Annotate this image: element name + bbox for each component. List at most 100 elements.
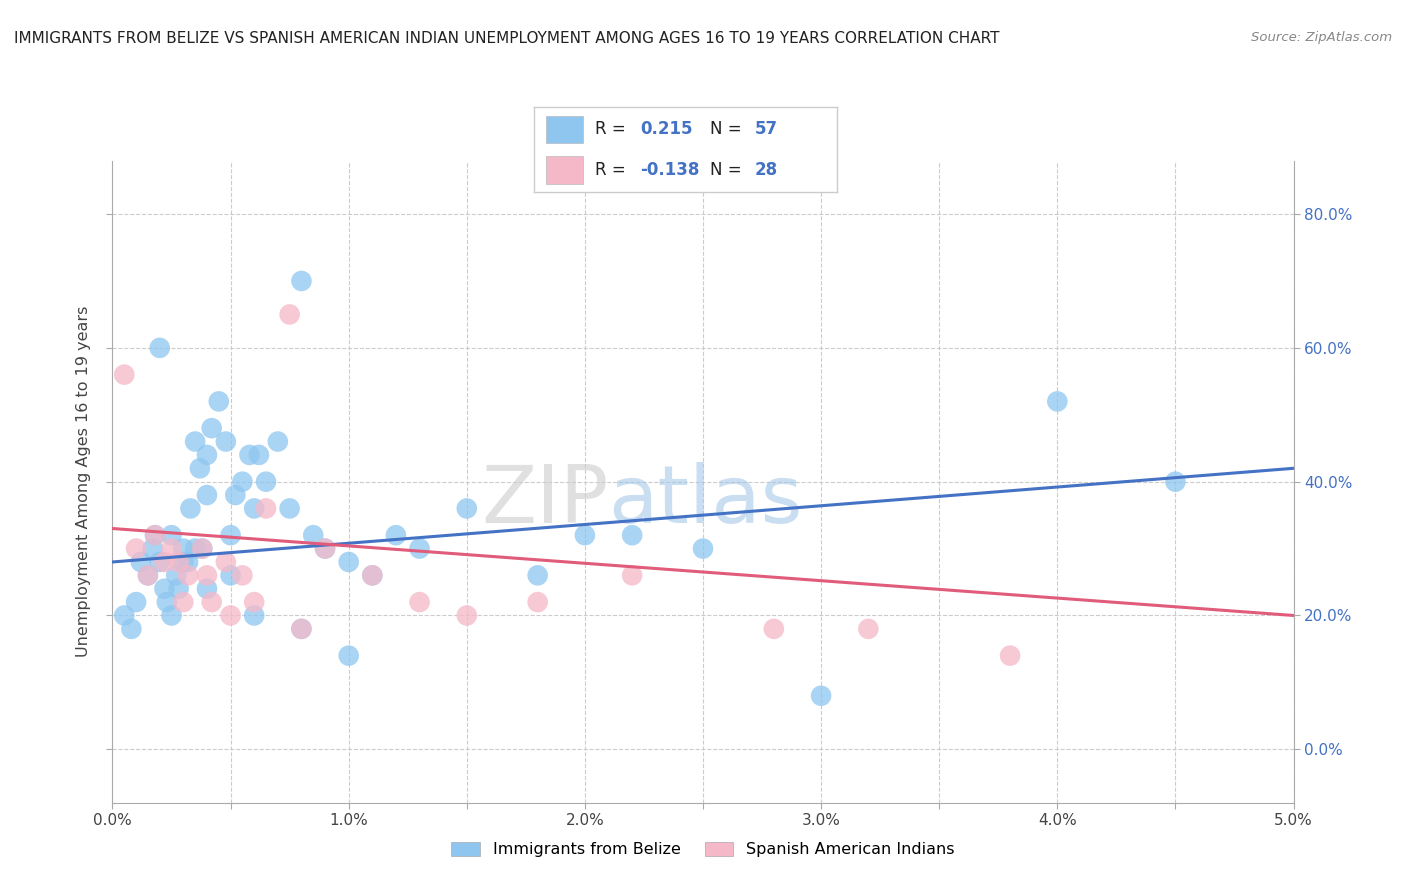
Point (361, 568, 384, 582)
Point (243, 608, 266, 623)
Point (621, 528, 644, 542)
Point (314, 541, 336, 556)
Point (149, 555, 172, 569)
Point (160, 528, 183, 542)
Point (195, 488, 218, 502)
Text: 0.215: 0.215 (640, 120, 693, 138)
Point (177, 555, 200, 569)
Point (172, 595, 194, 609)
Point (136, 568, 159, 582)
Point (526, 595, 548, 609)
Point (231, 475, 253, 489)
Text: ZIP: ZIP (481, 462, 609, 540)
Point (201, 595, 224, 609)
Text: Source: ZipAtlas.com: Source: ZipAtlas.com (1251, 31, 1392, 45)
Point (219, 568, 242, 582)
Point (238, 448, 260, 462)
Point (762, 622, 785, 636)
Point (136, 568, 159, 582)
Point (219, 608, 242, 623)
Point (112, 368, 135, 382)
Point (810, 689, 832, 703)
FancyBboxPatch shape (547, 116, 582, 144)
Point (195, 582, 218, 596)
Point (153, 582, 176, 596)
Point (998, 648, 1021, 663)
Text: IMMIGRANTS FROM BELIZE VS SPANISH AMERICAN INDIAN UNEMPLOYMENT AMONG AGES 16 TO : IMMIGRANTS FROM BELIZE VS SPANISH AMERIC… (14, 31, 1000, 46)
Point (143, 528, 166, 542)
Point (858, 622, 880, 636)
Point (290, 622, 312, 636)
Point (195, 568, 218, 582)
Point (129, 555, 152, 569)
Text: 57: 57 (755, 120, 778, 138)
Point (125, 595, 148, 609)
Point (692, 541, 714, 556)
Point (149, 341, 172, 355)
Point (177, 568, 200, 582)
Point (160, 608, 183, 623)
Point (215, 434, 238, 449)
Point (167, 555, 190, 569)
Point (172, 555, 194, 569)
Text: N =: N = (710, 161, 747, 179)
Point (456, 501, 478, 516)
Point (267, 434, 290, 449)
Text: -0.138: -0.138 (640, 161, 699, 179)
Point (125, 541, 148, 556)
Y-axis label: Unemployment Among Ages 16 to 19 years: Unemployment Among Ages 16 to 19 years (76, 306, 91, 657)
Point (1046, 394, 1069, 409)
Text: N =: N = (710, 120, 747, 138)
Point (153, 555, 176, 569)
Point (337, 555, 360, 569)
Point (142, 541, 165, 556)
Text: atlas: atlas (609, 462, 803, 540)
Point (302, 528, 325, 542)
Point (191, 541, 214, 556)
Point (247, 448, 270, 462)
Point (184, 541, 207, 556)
Point (278, 501, 301, 516)
Point (165, 568, 187, 582)
Point (201, 421, 224, 435)
Point (219, 528, 242, 542)
Point (208, 394, 231, 409)
Point (195, 448, 218, 462)
Point (408, 595, 430, 609)
Point (179, 501, 201, 516)
Point (361, 568, 384, 582)
Point (254, 501, 277, 516)
Point (215, 555, 238, 569)
Point (314, 541, 336, 556)
Text: R =: R = (595, 161, 631, 179)
Point (172, 541, 194, 556)
Point (120, 622, 142, 636)
Point (160, 541, 183, 556)
Point (188, 461, 211, 475)
Point (1164, 475, 1187, 489)
Point (156, 595, 179, 609)
Point (231, 568, 253, 582)
Text: 28: 28 (755, 161, 778, 179)
Point (385, 528, 408, 542)
Point (408, 541, 430, 556)
Point (278, 308, 301, 322)
Point (184, 434, 207, 449)
Point (143, 528, 166, 542)
Point (243, 595, 266, 609)
Text: R =: R = (595, 120, 631, 138)
Point (290, 622, 312, 636)
Point (337, 648, 360, 663)
Point (224, 488, 246, 502)
Point (526, 568, 548, 582)
Point (191, 541, 214, 556)
Legend: Immigrants from Belize, Spanish American Indians: Immigrants from Belize, Spanish American… (443, 834, 963, 865)
Point (167, 582, 190, 596)
Point (243, 501, 266, 516)
Point (290, 274, 312, 288)
Point (621, 568, 644, 582)
Point (574, 528, 596, 542)
Point (254, 475, 277, 489)
Point (112, 608, 135, 623)
FancyBboxPatch shape (547, 156, 582, 184)
